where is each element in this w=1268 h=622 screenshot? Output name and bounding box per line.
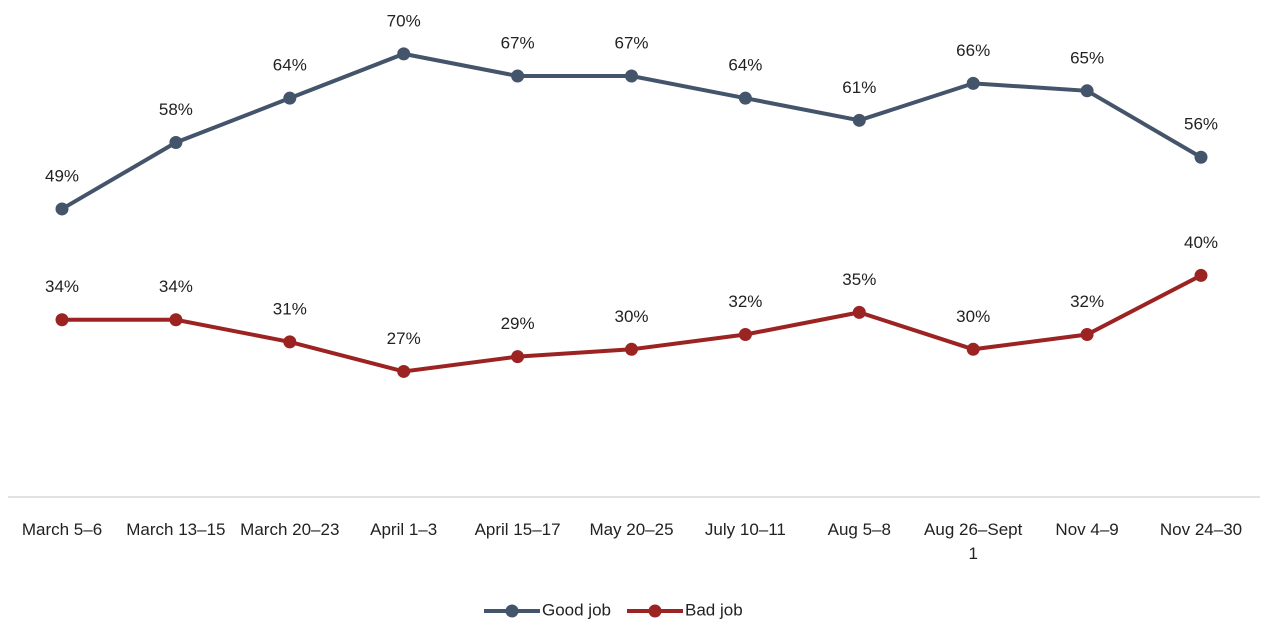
- data-label: 27%: [387, 329, 421, 348]
- data-label: 31%: [273, 299, 307, 318]
- data-point: [852, 305, 866, 319]
- data-point: [738, 91, 752, 105]
- data-label: 32%: [1070, 292, 1104, 311]
- data-label: 66%: [956, 41, 990, 60]
- data-point: [625, 342, 638, 356]
- x-tick-label: May 20–25: [589, 520, 674, 539]
- data-point: [966, 76, 980, 90]
- data-label: 64%: [273, 56, 307, 75]
- x-tick-label: March 5–6: [21, 520, 103, 539]
- data-point: [511, 69, 525, 83]
- legend-label: Bad job: [685, 600, 743, 619]
- data-point: [1080, 84, 1094, 98]
- data-label: 65%: [1070, 48, 1104, 67]
- data-point: [511, 350, 525, 364]
- data-point: [283, 91, 297, 105]
- legend-label: Good job: [542, 600, 611, 619]
- data-label: 30%: [614, 307, 648, 326]
- data-label: 58%: [159, 100, 193, 119]
- x-tick-label: Aug 5–8: [827, 520, 891, 539]
- data-label: 30%: [956, 307, 990, 326]
- data-point: [738, 328, 752, 342]
- data-point: [966, 342, 980, 356]
- x-tick-label: July 10–11: [704, 520, 786, 539]
- data-label: 67%: [614, 33, 648, 52]
- data-point: [1194, 150, 1208, 164]
- data-label: 49%: [45, 166, 79, 185]
- legend-marker: [505, 604, 519, 618]
- data-point: [625, 69, 638, 83]
- x-tick-label: April 15–17: [474, 520, 561, 539]
- data-label: 40%: [1184, 233, 1218, 252]
- data-point: [1080, 328, 1094, 342]
- data-point: [397, 47, 411, 61]
- data-label: 67%: [501, 33, 535, 52]
- data-label: 34%: [159, 277, 193, 296]
- data-point: [1194, 268, 1208, 282]
- data-label: 56%: [1184, 115, 1218, 134]
- x-tick-label: March 13–15: [126, 520, 226, 539]
- data-point: [169, 313, 183, 327]
- data-label: 32%: [728, 292, 762, 311]
- data-point: [169, 135, 183, 149]
- legend-marker: [648, 604, 662, 618]
- data-label: 61%: [842, 78, 876, 97]
- x-tick-label: April 1–3: [370, 520, 438, 539]
- x-tick-label: Aug 26–Sept 1: [924, 520, 1023, 563]
- data-label: 29%: [501, 314, 535, 333]
- x-tick-label: Nov 24–30: [1159, 520, 1243, 539]
- data-label: 35%: [842, 270, 876, 289]
- data-point: [55, 202, 69, 216]
- data-label: 70%: [387, 11, 421, 30]
- data-point: [397, 364, 411, 378]
- data-point: [852, 113, 866, 127]
- data-point: [55, 313, 69, 327]
- x-tick-label: Nov 4–9: [1055, 520, 1119, 539]
- data-label: 64%: [728, 56, 762, 75]
- data-point: [283, 335, 297, 349]
- data-label: 34%: [45, 277, 79, 296]
- x-tick-label: March 20–23: [240, 520, 340, 539]
